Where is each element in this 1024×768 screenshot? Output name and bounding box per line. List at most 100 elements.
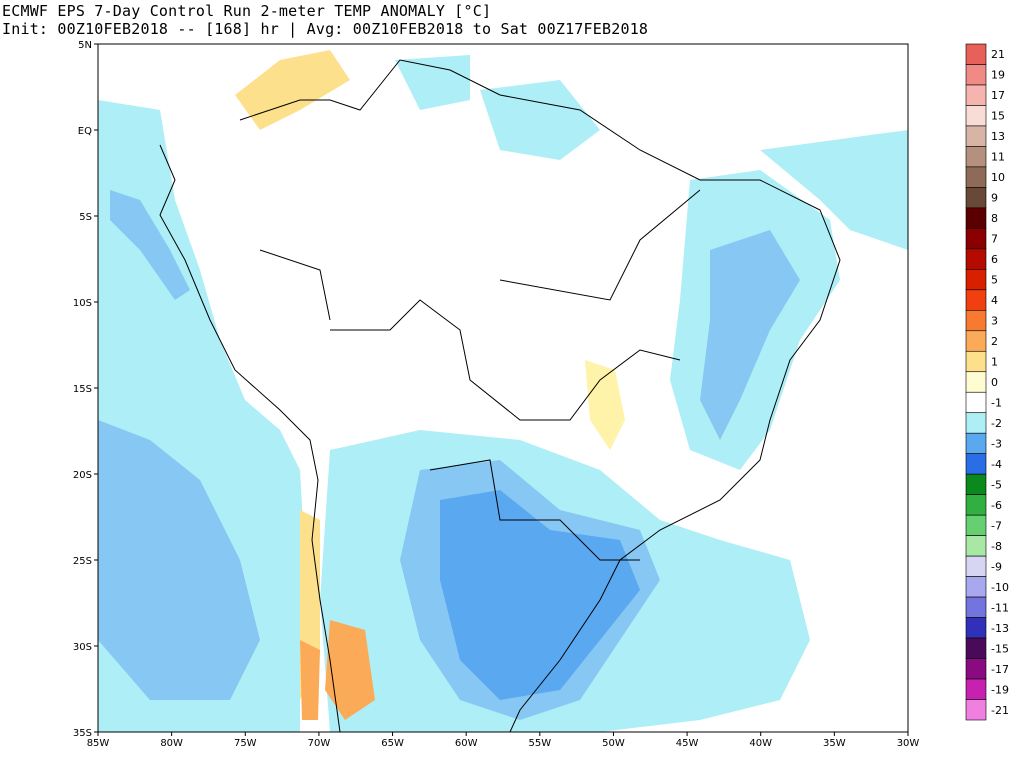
colorbar-swatch — [965, 289, 987, 311]
x-tick-label: 55W — [529, 738, 552, 749]
colorbar-swatch — [965, 494, 987, 516]
south-strong-anomaly — [440, 490, 640, 700]
colorbar-swatch — [965, 105, 987, 127]
colorbar-swatch — [965, 576, 987, 598]
x-tick-label: 30W — [897, 738, 920, 749]
colorbar-swatch — [965, 391, 987, 414]
x-tick-label: 45W — [676, 738, 699, 749]
anomaly-field — [98, 50, 908, 732]
colorbar-swatch — [965, 412, 987, 434]
colorbar-label: -8 — [991, 540, 1002, 553]
colorbar-label: 21 — [991, 48, 1005, 61]
colorbar-label: -6 — [991, 499, 1002, 512]
colorbar-swatch — [965, 125, 987, 147]
colorbar-swatch — [965, 310, 987, 332]
colorbar-label: -17 — [991, 663, 1009, 676]
colorbar-swatch — [965, 432, 987, 454]
y-tick-label: 15S — [73, 384, 92, 395]
y-tick-label: 5N — [78, 40, 92, 51]
colorbar-label: -11 — [991, 601, 1009, 614]
coastlines — [159, 59, 841, 732]
colorbar-label: 1 — [991, 356, 998, 369]
colorbar-swatch — [965, 596, 987, 618]
colorbar-swatch — [965, 269, 987, 291]
colorbar-swatch — [965, 146, 987, 168]
y-tick-label: 30S — [73, 642, 92, 653]
x-tick-label: 85W — [87, 738, 110, 749]
colorbar-swatch — [965, 617, 987, 639]
colorbar-label: -19 — [991, 683, 1009, 696]
colorbar-swatch — [965, 350, 987, 373]
colorbar-label: 11 — [991, 151, 1005, 164]
x-tick-label: 35W — [823, 738, 846, 749]
colorbar-swatch — [965, 248, 987, 270]
atlantic-cool-anomaly — [760, 130, 908, 250]
x-tick-label: 80W — [160, 738, 183, 749]
x-tick-label: 60W — [455, 738, 478, 749]
colorbar-swatch — [965, 678, 987, 700]
colorbar-label: 7 — [991, 233, 998, 246]
colorbar-label: -13 — [991, 622, 1009, 635]
colorbar-label: 2 — [991, 335, 998, 348]
colorbar-label: -15 — [991, 642, 1009, 655]
colorbar-swatch — [965, 658, 987, 680]
colorbar-swatch — [965, 473, 987, 495]
northeast-moderate-anomaly — [700, 230, 800, 440]
colorbar-label: -5 — [991, 478, 1002, 491]
y-tick-label: 5S — [79, 212, 92, 223]
colorbar-label: -7 — [991, 519, 1002, 532]
y-tick-label: 35S — [73, 728, 92, 739]
country-border-2 — [429, 459, 640, 561]
colorbar-swatch — [965, 43, 987, 65]
colorbar-label: 15 — [991, 110, 1005, 123]
x-axis-ticks: 85W 80W 75W 70W 65W 60W 55W 50W 45W 40W 35W 30W — [87, 732, 920, 749]
colorbar-swatch — [965, 166, 987, 188]
colorbar-label: -9 — [991, 560, 1002, 573]
peru-coast-anomaly — [110, 190, 190, 300]
colorbar-swatch — [965, 207, 987, 229]
pacific-coastline — [159, 144, 341, 732]
y-tick-label: 25S — [73, 556, 92, 567]
state-border-2 — [259, 249, 331, 321]
north-amazon-anomaly — [480, 80, 600, 160]
colorbar-label: -4 — [991, 458, 1002, 471]
state-border-1 — [499, 189, 701, 301]
colorbar-label: -21 — [991, 704, 1009, 717]
y-tick-label: 20S — [73, 470, 92, 481]
colorbar: 211917151311109876543210-1-2-3-4-5-6-7-8… — [965, 43, 1009, 721]
colorbar-label: 8 — [991, 212, 998, 225]
x-tick-label: 65W — [381, 738, 404, 749]
y-tick-label: 10S — [73, 298, 92, 309]
colorbar-label: 3 — [991, 315, 998, 328]
colorbar-swatch — [965, 555, 987, 577]
colorbar-label: -1 — [991, 396, 1002, 409]
x-tick-label: 50W — [602, 738, 625, 749]
y-tick-label: EQ — [78, 126, 92, 137]
colorbar-swatch — [965, 453, 987, 475]
colorbar-label: -2 — [991, 417, 1002, 430]
colorbar-label: 6 — [991, 253, 998, 266]
colorbar-label: 9 — [991, 192, 998, 205]
colorbar-label: -3 — [991, 437, 1002, 450]
argentina-warm-anomaly — [325, 620, 375, 720]
colorbar-swatch — [965, 699, 987, 721]
chart-subtitle: Init: 00Z10FEB2018 -- [168] hr | Avg: 00… — [2, 20, 649, 38]
x-tick-label: 70W — [308, 738, 331, 749]
atlantic-coastline — [239, 59, 841, 732]
colorbar-label: 13 — [991, 130, 1005, 143]
y-axis-ticks: 5N EQ 5S 10S 15S 20S 25S 30S 35S — [73, 40, 98, 739]
colorbar-swatch — [965, 187, 987, 209]
x-tick-label: 40W — [749, 738, 772, 749]
x-tick-label: 75W — [234, 738, 257, 749]
chart-title: ECMWF EPS 7-Day Control Run 2-meter TEMP… — [2, 2, 492, 20]
colorbar-swatch — [965, 64, 987, 86]
colorbar-label: 19 — [991, 69, 1005, 82]
colorbar-label: 10 — [991, 171, 1005, 184]
chile-warm-anomaly — [300, 640, 320, 720]
guiana-anomaly — [395, 55, 470, 110]
colorbar-swatch — [965, 228, 987, 250]
colorbar-label: 0 — [991, 376, 998, 389]
colorbar-swatch — [965, 84, 987, 106]
country-border-1 — [330, 299, 681, 421]
